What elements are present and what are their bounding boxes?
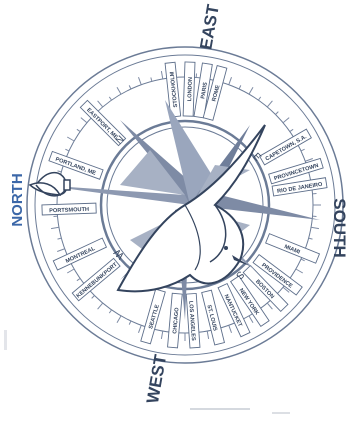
city-signpost: LOS ANGELES xyxy=(186,293,200,348)
ring-tick xyxy=(267,303,272,309)
cardinal-labels: NORTH EAST SOUTH WEST xyxy=(9,2,348,404)
ring-tick xyxy=(138,77,141,85)
city-signpost: CAPETOWN, S.A. xyxy=(260,129,312,165)
ring-tick xyxy=(57,171,61,172)
ring-tick xyxy=(249,316,253,323)
ring-tick xyxy=(267,101,272,107)
ring-tick xyxy=(258,97,260,100)
ring-tick xyxy=(67,269,74,273)
ring-tick xyxy=(117,316,121,323)
ring-tick xyxy=(207,331,208,339)
city-label: LONDON xyxy=(187,77,194,101)
ring-tick xyxy=(81,118,87,123)
ring-tick xyxy=(239,85,241,89)
ring-tick xyxy=(229,77,232,85)
ring-tick xyxy=(311,227,319,228)
ring-tick xyxy=(283,118,289,123)
east-label: EAST xyxy=(196,2,223,51)
city-signpost: MIAMI xyxy=(266,234,320,264)
ring-tick xyxy=(77,129,80,131)
ring-tick xyxy=(77,278,80,280)
city-label: CAPETOWN, S.A. xyxy=(265,134,309,163)
ring-tick xyxy=(98,303,103,309)
ring-tick xyxy=(51,227,59,228)
ring-tick xyxy=(296,269,303,273)
ring-tick xyxy=(229,325,232,333)
ring-tick xyxy=(57,249,65,252)
ring-tick xyxy=(301,259,305,261)
city-signpost: KENNEBUNKPORT xyxy=(72,258,120,300)
city-signpost: LONDON xyxy=(183,62,195,116)
ring-tick xyxy=(138,325,141,333)
city-signpost: ST. LOUIS xyxy=(202,290,225,345)
ring-tick xyxy=(65,149,69,151)
ring-tick xyxy=(67,137,74,141)
city-signpost: PORTSMOUTH xyxy=(42,203,96,215)
ring-tick xyxy=(161,331,162,339)
south-label: SOUTH xyxy=(330,198,348,258)
ring-tick xyxy=(276,112,279,115)
ring-tick xyxy=(301,149,305,151)
ring-tick xyxy=(151,77,152,81)
ring-tick xyxy=(290,129,293,131)
north-label: NORTH xyxy=(9,173,26,226)
ring-tick xyxy=(98,101,103,107)
ring-tick xyxy=(109,310,111,313)
ring-tick xyxy=(309,238,313,239)
west-label: WEST xyxy=(143,353,170,405)
city-label: EASTPORT, ME xyxy=(85,107,119,141)
ring-tick xyxy=(161,71,162,79)
city-signpost: CHICAGO xyxy=(168,293,183,348)
ring-tick xyxy=(129,321,131,325)
ring-tick xyxy=(249,87,253,94)
ring-tick xyxy=(109,97,111,100)
ring-tick xyxy=(92,296,95,299)
city-signpost: MONTREAL xyxy=(53,238,106,270)
ring-tick xyxy=(117,87,121,94)
ring-tick xyxy=(57,238,61,239)
ring-tick xyxy=(129,85,131,89)
